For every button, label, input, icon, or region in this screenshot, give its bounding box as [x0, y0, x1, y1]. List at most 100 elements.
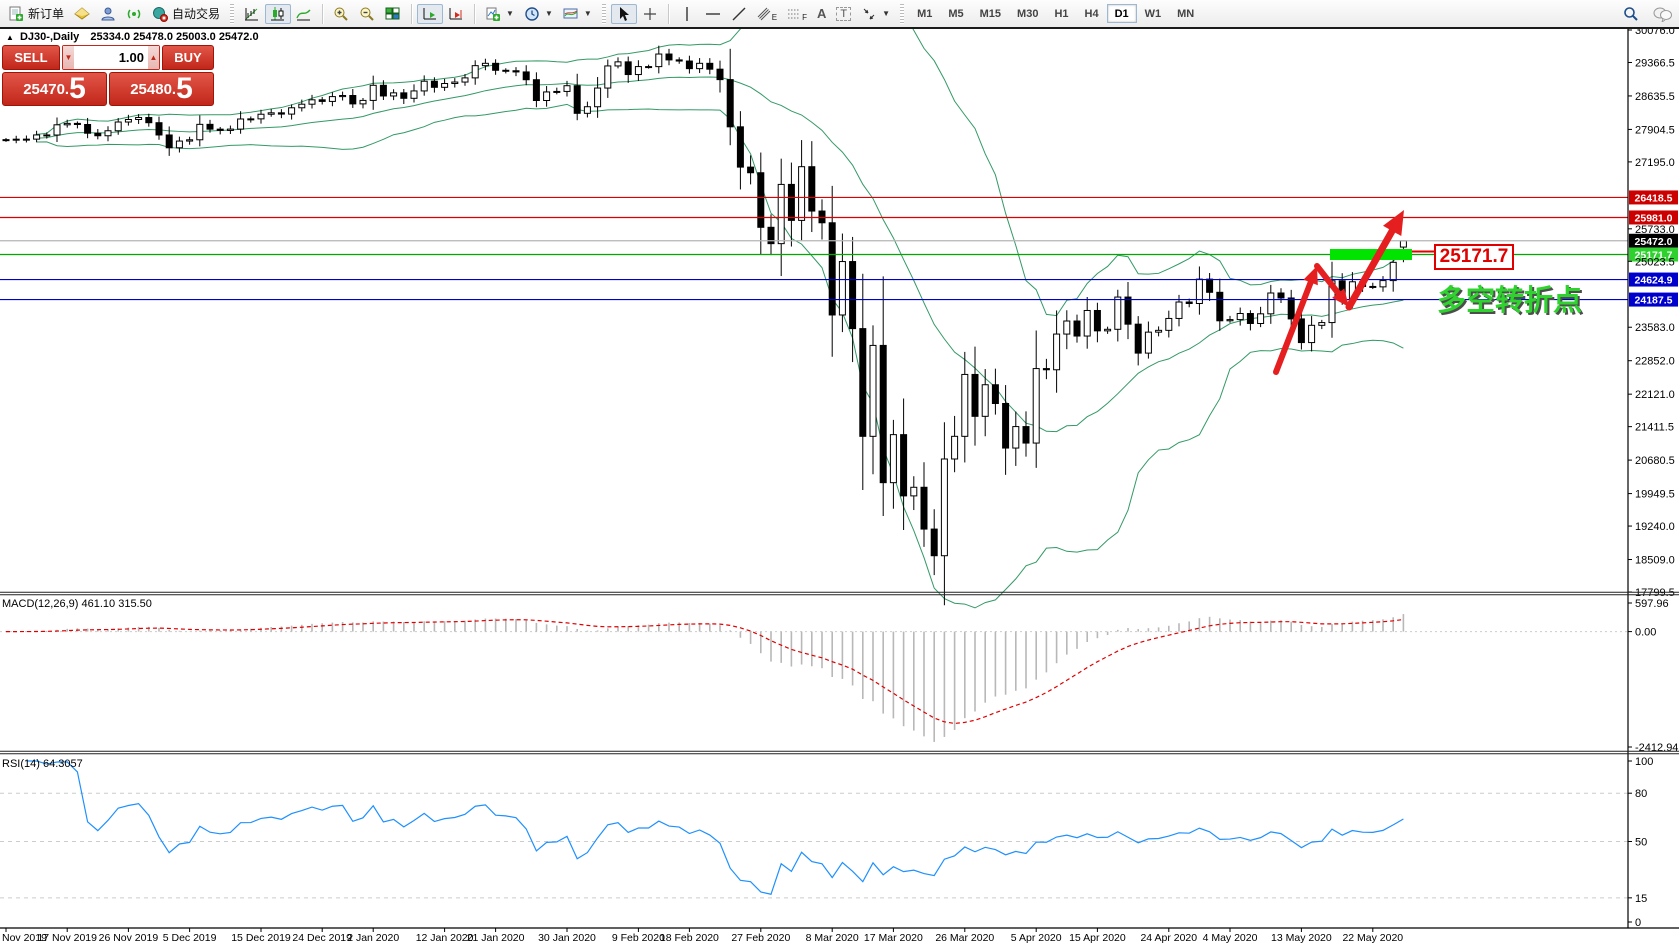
chart-shift-icon: [449, 7, 463, 19]
trendline-button[interactable]: [726, 4, 752, 24]
price-level-label: 26418.5: [1629, 190, 1678, 205]
bar-chart-button[interactable]: [239, 4, 265, 24]
arrows-icon: [863, 8, 875, 19]
ohlc-readout: 25334.0 25478.0 25003.0 25472.0: [90, 31, 259, 43]
text-label-icon: T: [836, 6, 852, 21]
tf-m30[interactable]: M30: [1017, 8, 1039, 20]
tf-m5[interactable]: M5: [948, 8, 964, 20]
line-chart-button[interactable]: [291, 4, 317, 24]
date-label: Nov 2019: [2, 932, 47, 944]
text-button[interactable]: A: [812, 4, 831, 24]
date-label: 5 Apr 2020: [1011, 932, 1062, 944]
svg-text:25472.0: 25472.0: [1635, 236, 1673, 248]
turning-point-note[interactable]: 多空转折点: [1437, 285, 1583, 317]
fibonacci-icon: [788, 9, 801, 18]
date-label: 13 May 2020: [1271, 932, 1332, 944]
volume-increase-button[interactable]: ▲: [148, 46, 159, 69]
buy-price-big-digit: 5: [176, 72, 193, 105]
arrows-button[interactable]: ▼: [856, 4, 895, 24]
svg-text:24624.9: 24624.9: [1635, 275, 1673, 287]
price-tick-label: 20680.5: [1635, 455, 1675, 467]
metaeditor-button[interactable]: [69, 4, 95, 24]
templates-button[interactable]: ▼: [558, 4, 597, 24]
horizontal-line-button[interactable]: [700, 4, 726, 24]
channel-glyph: E: [771, 13, 778, 22]
vertical-line-button[interactable]: [674, 4, 700, 24]
rsi-panel: 100 80 50 15 0: [0, 756, 1653, 929]
macd-main-value: 461.10: [81, 598, 116, 610]
chat-icon[interactable]: [1653, 6, 1673, 22]
vertical-line-icon: [686, 6, 688, 21]
autotrading-button[interactable]: 自动交易: [147, 4, 225, 24]
price-tick-label: 27904.5: [1635, 124, 1675, 136]
price-callout-box[interactable]: 25171.7: [1434, 244, 1514, 270]
indicators-button[interactable]: ▼: [480, 4, 519, 24]
new-order-label: 新订单: [28, 7, 65, 21]
volume-input[interactable]: [74, 46, 148, 69]
sell-price[interactable]: 25470. 5: [2, 72, 107, 106]
sell-button[interactable]: SELL: [2, 45, 60, 70]
tf-m15[interactable]: M15: [979, 8, 1002, 20]
horizontal-line-icon: [705, 12, 720, 15]
new-order-icon: [9, 6, 23, 21]
autoscroll-button[interactable]: [417, 3, 444, 24]
red-zigzag-arrow: [1273, 210, 1404, 375]
price-tick-label: 17799.5: [1635, 587, 1675, 599]
date-label: 9 Feb 2020: [612, 932, 665, 944]
tile-windows-button[interactable]: [380, 4, 406, 24]
price-level-label: 25171.7: [1629, 247, 1678, 262]
channel-button[interactable]: E: [752, 4, 782, 24]
text-label-button[interactable]: T: [831, 4, 856, 24]
tf-d1[interactable]: D1: [1106, 4, 1137, 23]
price-tick-label: 29366.5: [1635, 57, 1675, 69]
volume-stepper: ▼ ▲: [62, 45, 160, 70]
indicators-caret: ▼: [506, 9, 514, 18]
new-order-button[interactable]: 新订单: [3, 4, 69, 24]
date-label: 8 Mar 2020: [806, 932, 859, 944]
price-tick-label: 22852.0: [1635, 356, 1675, 368]
candlestick-button[interactable]: [265, 3, 292, 24]
zoom-out-button[interactable]: [354, 4, 380, 24]
clock-icon: [525, 6, 539, 21]
chart-shift-button[interactable]: [443, 4, 469, 24]
tf-h1[interactable]: H1: [1054, 8, 1069, 20]
date-label: 27 Feb 2020: [731, 932, 790, 944]
buy-button[interactable]: BUY: [162, 45, 214, 70]
autotrading-label: 自动交易: [172, 7, 221, 21]
arrows-caret: ▼: [882, 9, 891, 18]
tf-mn[interactable]: MN: [1177, 8, 1195, 20]
fibonacci-button[interactable]: F: [782, 4, 812, 24]
community-button[interactable]: [95, 4, 121, 24]
rsi-axis-label: 100: [1635, 756, 1653, 768]
buy-price[interactable]: 25480. 5: [109, 72, 214, 106]
volume-decrease-button[interactable]: ▼: [63, 46, 74, 69]
zoom-in-button[interactable]: [328, 4, 354, 24]
signal-icon: [127, 9, 141, 18]
text-icon: A: [817, 6, 827, 21]
fibonacci-glyph: F: [802, 13, 808, 22]
price-level-label: 25472.0: [1629, 233, 1678, 248]
periods-button[interactable]: ▼: [519, 4, 558, 24]
rsi-axis-label: 15: [1635, 893, 1647, 905]
price-tick-label: 19240.0: [1635, 521, 1675, 533]
tf-m1[interactable]: M1: [917, 8, 933, 20]
search-icon[interactable]: [1623, 6, 1639, 22]
tf-h4[interactable]: H4: [1084, 8, 1099, 20]
channel-icon: [757, 7, 771, 20]
date-label: 26 Mar 2020: [935, 932, 994, 944]
macd-axis-label: 0.00: [1635, 627, 1656, 639]
one-click-trade-panel: SELL ▼ ▲ BUY 25470.5 25480.5: [2, 45, 214, 106]
macd-label: MACD(12,26,9) 461.10 315.50: [2, 598, 152, 610]
svg-text:25171.7: 25171.7: [1635, 250, 1673, 262]
main-toolbar: 新订单 自动交易: [0, 0, 1679, 29]
signals-button[interactable]: [121, 4, 147, 24]
cursor-button[interactable]: [610, 3, 637, 24]
autoscroll-icon: [423, 7, 437, 19]
tf-w1[interactable]: W1: [1144, 8, 1162, 20]
indicators-icon: [486, 7, 501, 21]
crosshair-button[interactable]: [637, 4, 663, 24]
zoom-out-icon: [360, 7, 374, 21]
svg-text:25981.0: 25981.0: [1635, 212, 1673, 224]
